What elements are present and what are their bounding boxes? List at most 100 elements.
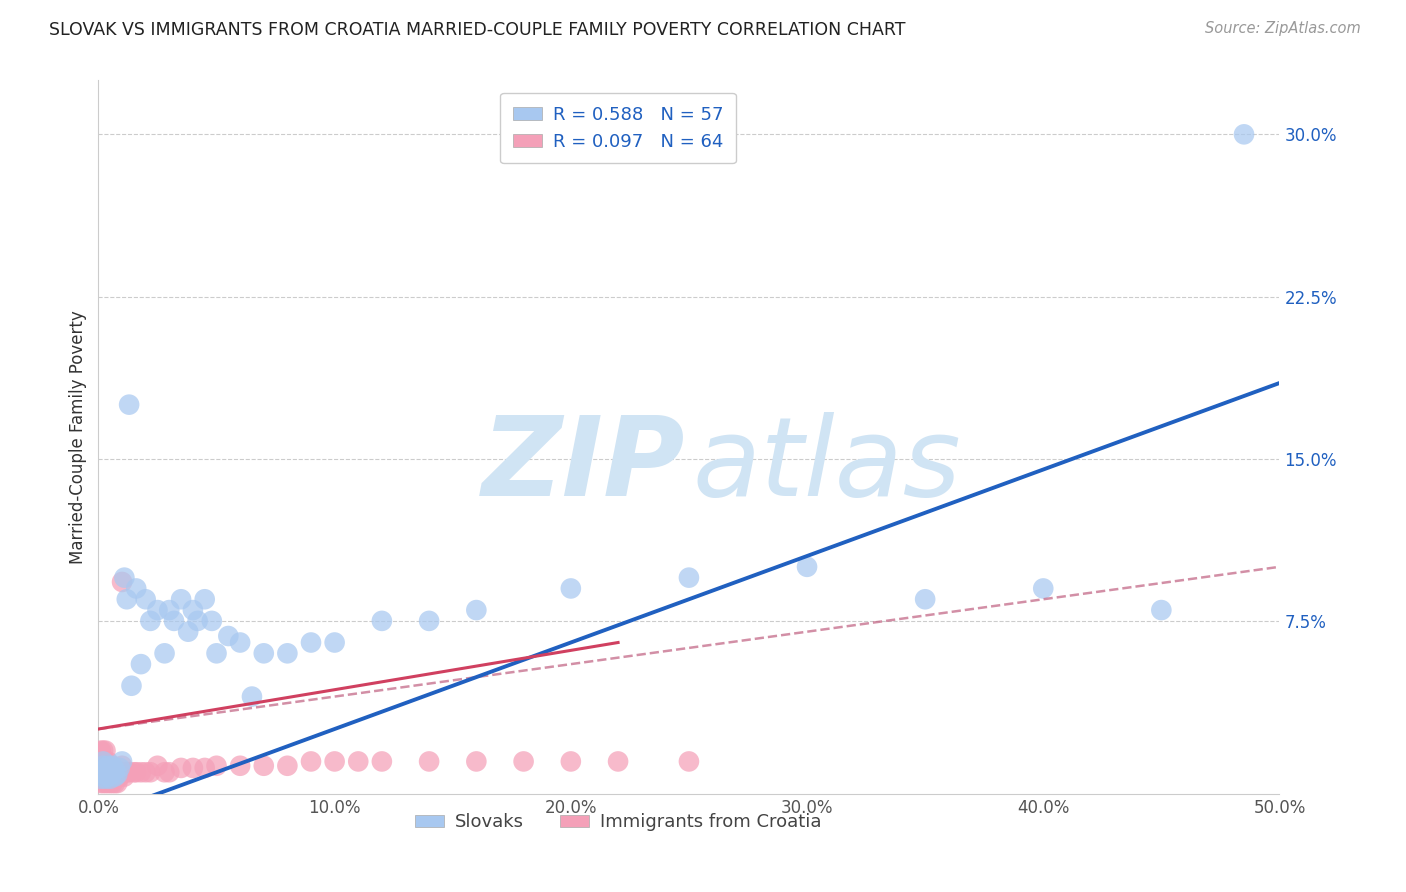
Point <box>135 592 157 607</box>
Point <box>97 776 120 790</box>
Point <box>91 770 114 784</box>
Point <box>90 772 112 786</box>
Point <box>90 765 112 780</box>
Point <box>91 776 114 790</box>
Point <box>104 770 127 784</box>
Point <box>153 765 176 780</box>
Text: Source: ZipAtlas.com: Source: ZipAtlas.com <box>1205 21 1361 36</box>
Point <box>253 646 276 660</box>
Point <box>1150 603 1173 617</box>
Point <box>91 770 114 784</box>
Text: SLOVAK VS IMMIGRANTS FROM CROATIA MARRIED-COUPLE FAMILY POVERTY CORRELATION CHAR: SLOVAK VS IMMIGRANTS FROM CROATIA MARRIE… <box>49 21 905 38</box>
Point <box>115 765 138 780</box>
Point <box>94 744 117 758</box>
Point <box>90 755 112 769</box>
Point <box>323 635 346 649</box>
Point <box>94 770 117 784</box>
Point <box>465 603 488 617</box>
Point <box>97 758 120 772</box>
Point <box>170 592 193 607</box>
Point <box>146 603 169 617</box>
Point <box>90 767 112 781</box>
Point <box>98 767 121 781</box>
Point <box>371 614 394 628</box>
Point <box>98 763 121 777</box>
Point <box>465 755 488 769</box>
Point <box>240 690 263 704</box>
Point <box>129 657 152 672</box>
Point <box>97 755 120 769</box>
Point <box>371 755 394 769</box>
Point <box>153 646 176 660</box>
Point <box>90 763 112 777</box>
Point <box>97 770 120 784</box>
Point <box>163 614 186 628</box>
Point <box>146 758 169 772</box>
Legend: Slovaks, Immigrants from Croatia: Slovaks, Immigrants from Croatia <box>408 806 828 838</box>
Point <box>418 614 440 628</box>
Point <box>194 592 217 607</box>
Text: atlas: atlas <box>693 412 962 519</box>
Point <box>105 776 128 790</box>
Point <box>187 614 209 628</box>
Point <box>276 646 298 660</box>
Point <box>101 776 124 790</box>
Point <box>135 765 157 780</box>
Point <box>94 758 117 772</box>
Point <box>201 614 224 628</box>
Point <box>101 765 124 780</box>
Point <box>90 776 112 790</box>
Point <box>90 744 112 758</box>
Point <box>91 765 114 780</box>
Point <box>91 758 114 772</box>
Point <box>796 559 818 574</box>
Point <box>560 755 582 769</box>
Point <box>229 758 252 772</box>
Point <box>98 776 121 790</box>
Point <box>194 761 217 775</box>
Point <box>678 571 700 585</box>
Point <box>97 765 120 780</box>
Point <box>157 603 180 617</box>
Point <box>111 758 134 772</box>
Point <box>101 758 124 772</box>
Point <box>299 635 322 649</box>
Point <box>97 765 120 780</box>
Point <box>129 765 152 780</box>
Point <box>104 776 127 790</box>
Point <box>205 758 228 772</box>
Point <box>125 582 148 596</box>
Point <box>94 772 117 786</box>
Point <box>91 755 114 769</box>
Point <box>105 765 128 780</box>
Point <box>108 761 131 775</box>
Y-axis label: Married-Couple Family Poverty: Married-Couple Family Poverty <box>69 310 87 564</box>
Point <box>98 772 121 786</box>
Point <box>678 755 700 769</box>
Point <box>97 770 120 784</box>
Point <box>90 772 112 786</box>
Point <box>347 755 370 769</box>
Point <box>111 765 134 780</box>
Point <box>177 624 200 639</box>
Point <box>104 765 127 780</box>
Point <box>1233 128 1256 142</box>
Point <box>418 755 440 769</box>
Point <box>170 761 193 775</box>
Point <box>94 765 117 780</box>
Point <box>112 571 135 585</box>
Point <box>112 770 135 784</box>
Point <box>111 755 134 769</box>
Point <box>104 763 127 777</box>
Point <box>98 765 121 780</box>
Point <box>139 765 162 780</box>
Point <box>94 765 117 780</box>
Point <box>91 744 114 758</box>
Point <box>299 755 322 769</box>
Point <box>914 592 936 607</box>
Point <box>1032 582 1054 596</box>
Point <box>181 761 204 775</box>
Point <box>111 574 134 589</box>
Point <box>217 629 239 643</box>
Point <box>276 758 298 772</box>
